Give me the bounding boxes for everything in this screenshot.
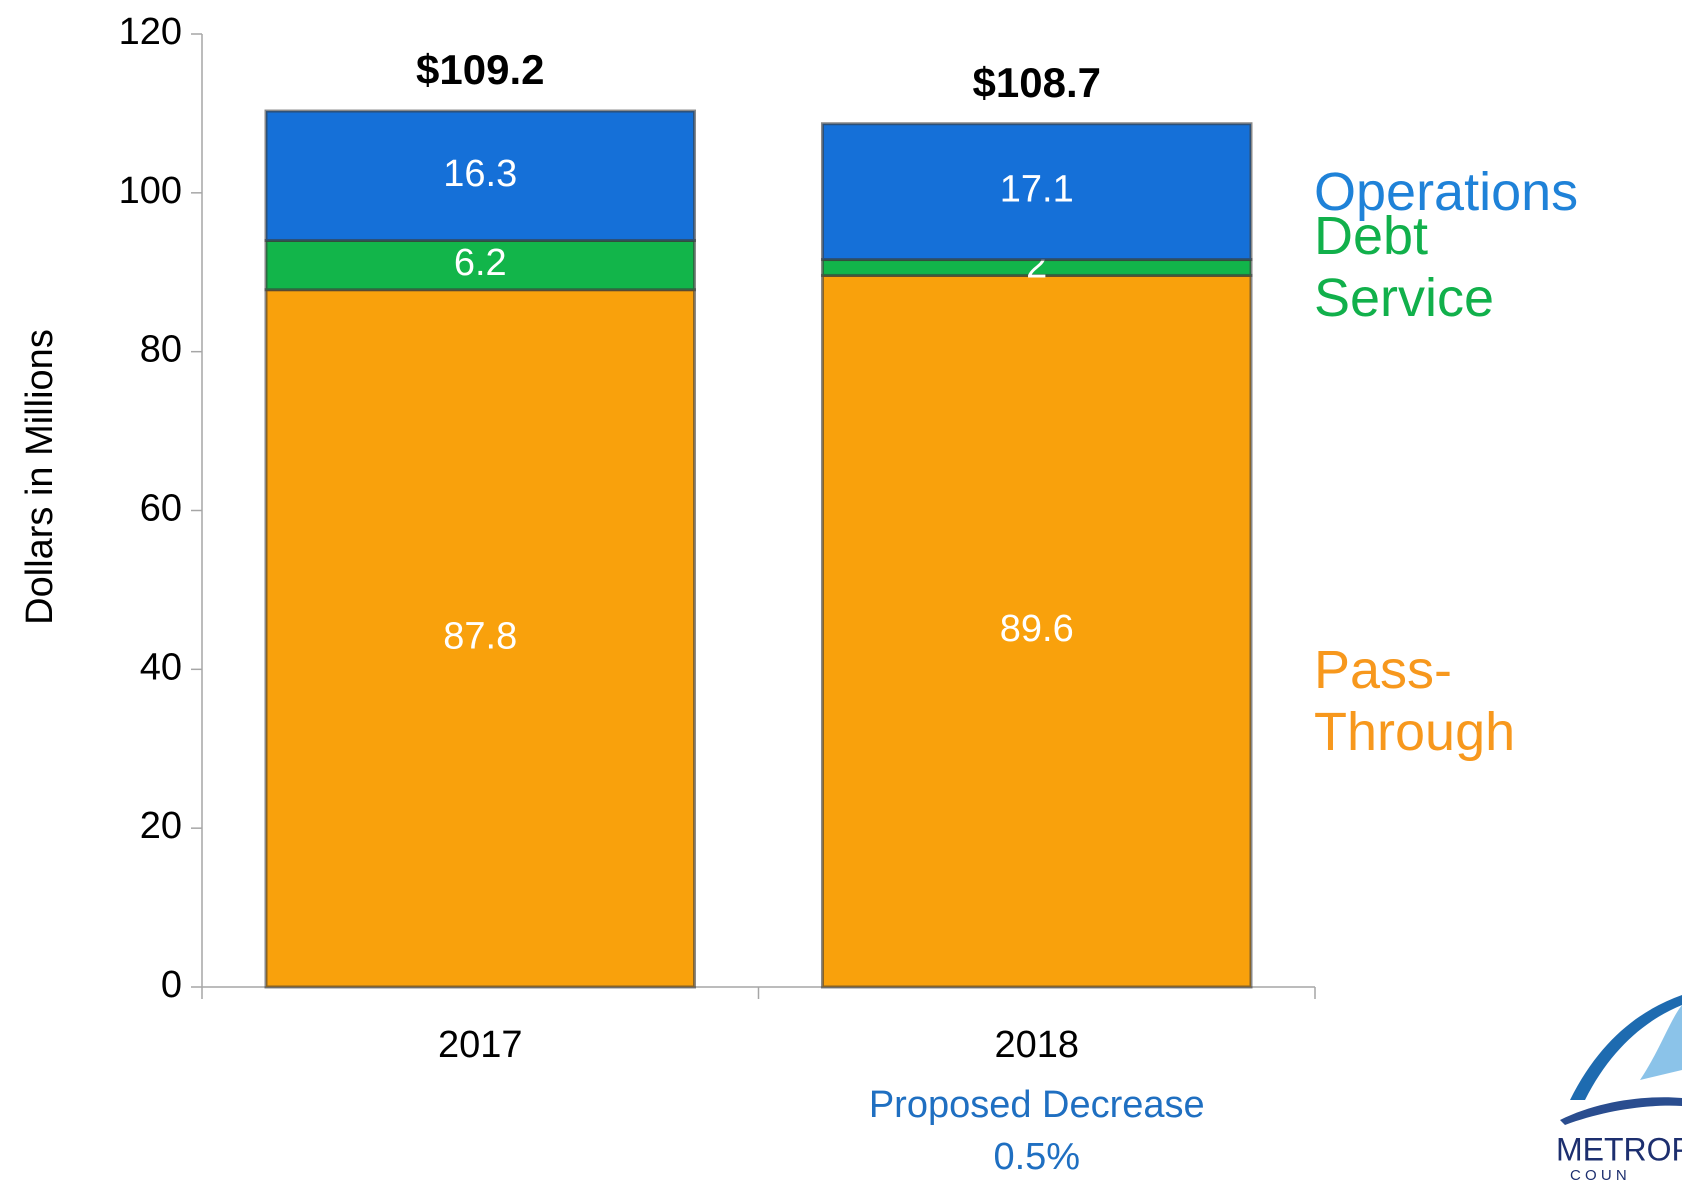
bar-segment <box>820 122 1253 262</box>
y-tick-label: 100 <box>119 170 182 212</box>
logo-subtext: C O U N <box>1570 1167 1627 1182</box>
y-tick-label: 80 <box>140 329 182 371</box>
y-tick-label: 20 <box>140 805 182 847</box>
y-tick-label: 0 <box>161 964 182 1006</box>
x-tick-label: 2017 <box>438 1024 523 1066</box>
bar-segment <box>820 273 1253 989</box>
legend-entry: Debt Service <box>1314 206 1495 329</box>
category-note: 0.5% <box>993 1136 1080 1178</box>
category-note: Proposed Decrease <box>869 1084 1205 1126</box>
bar-segment <box>264 109 697 242</box>
logo-swoosh <box>1640 1005 1682 1080</box>
data-label: 87.8 <box>443 615 517 657</box>
data-label: 16.3 <box>443 153 517 195</box>
data-label: 89.6 <box>1000 608 1074 650</box>
x-tick-label: 2018 <box>994 1024 1079 1066</box>
bar-segment <box>264 288 697 989</box>
legend-entry: Operations <box>1314 161 1579 222</box>
logo-swoosh <box>1570 995 1682 1100</box>
data-label: 17.1 <box>1000 169 1074 211</box>
y-tick-label: 60 <box>140 488 182 530</box>
logo-text: METROPOL <box>1556 1131 1682 1167</box>
y-tick-label: 120 <box>119 11 182 53</box>
bar-segment <box>264 238 697 292</box>
data-label: 6.2 <box>454 242 507 284</box>
total-label: $108.7 <box>973 59 1101 106</box>
logo-swoosh <box>1560 1097 1682 1125</box>
total-label: $109.2 <box>416 46 544 93</box>
y-tick-label: 40 <box>140 646 182 688</box>
y-axis-title: Dollars in Millions <box>19 329 61 625</box>
legend-entry: Pass-Through <box>1314 640 1516 763</box>
logo: METROPOL C O U N <box>1556 995 1682 1182</box>
